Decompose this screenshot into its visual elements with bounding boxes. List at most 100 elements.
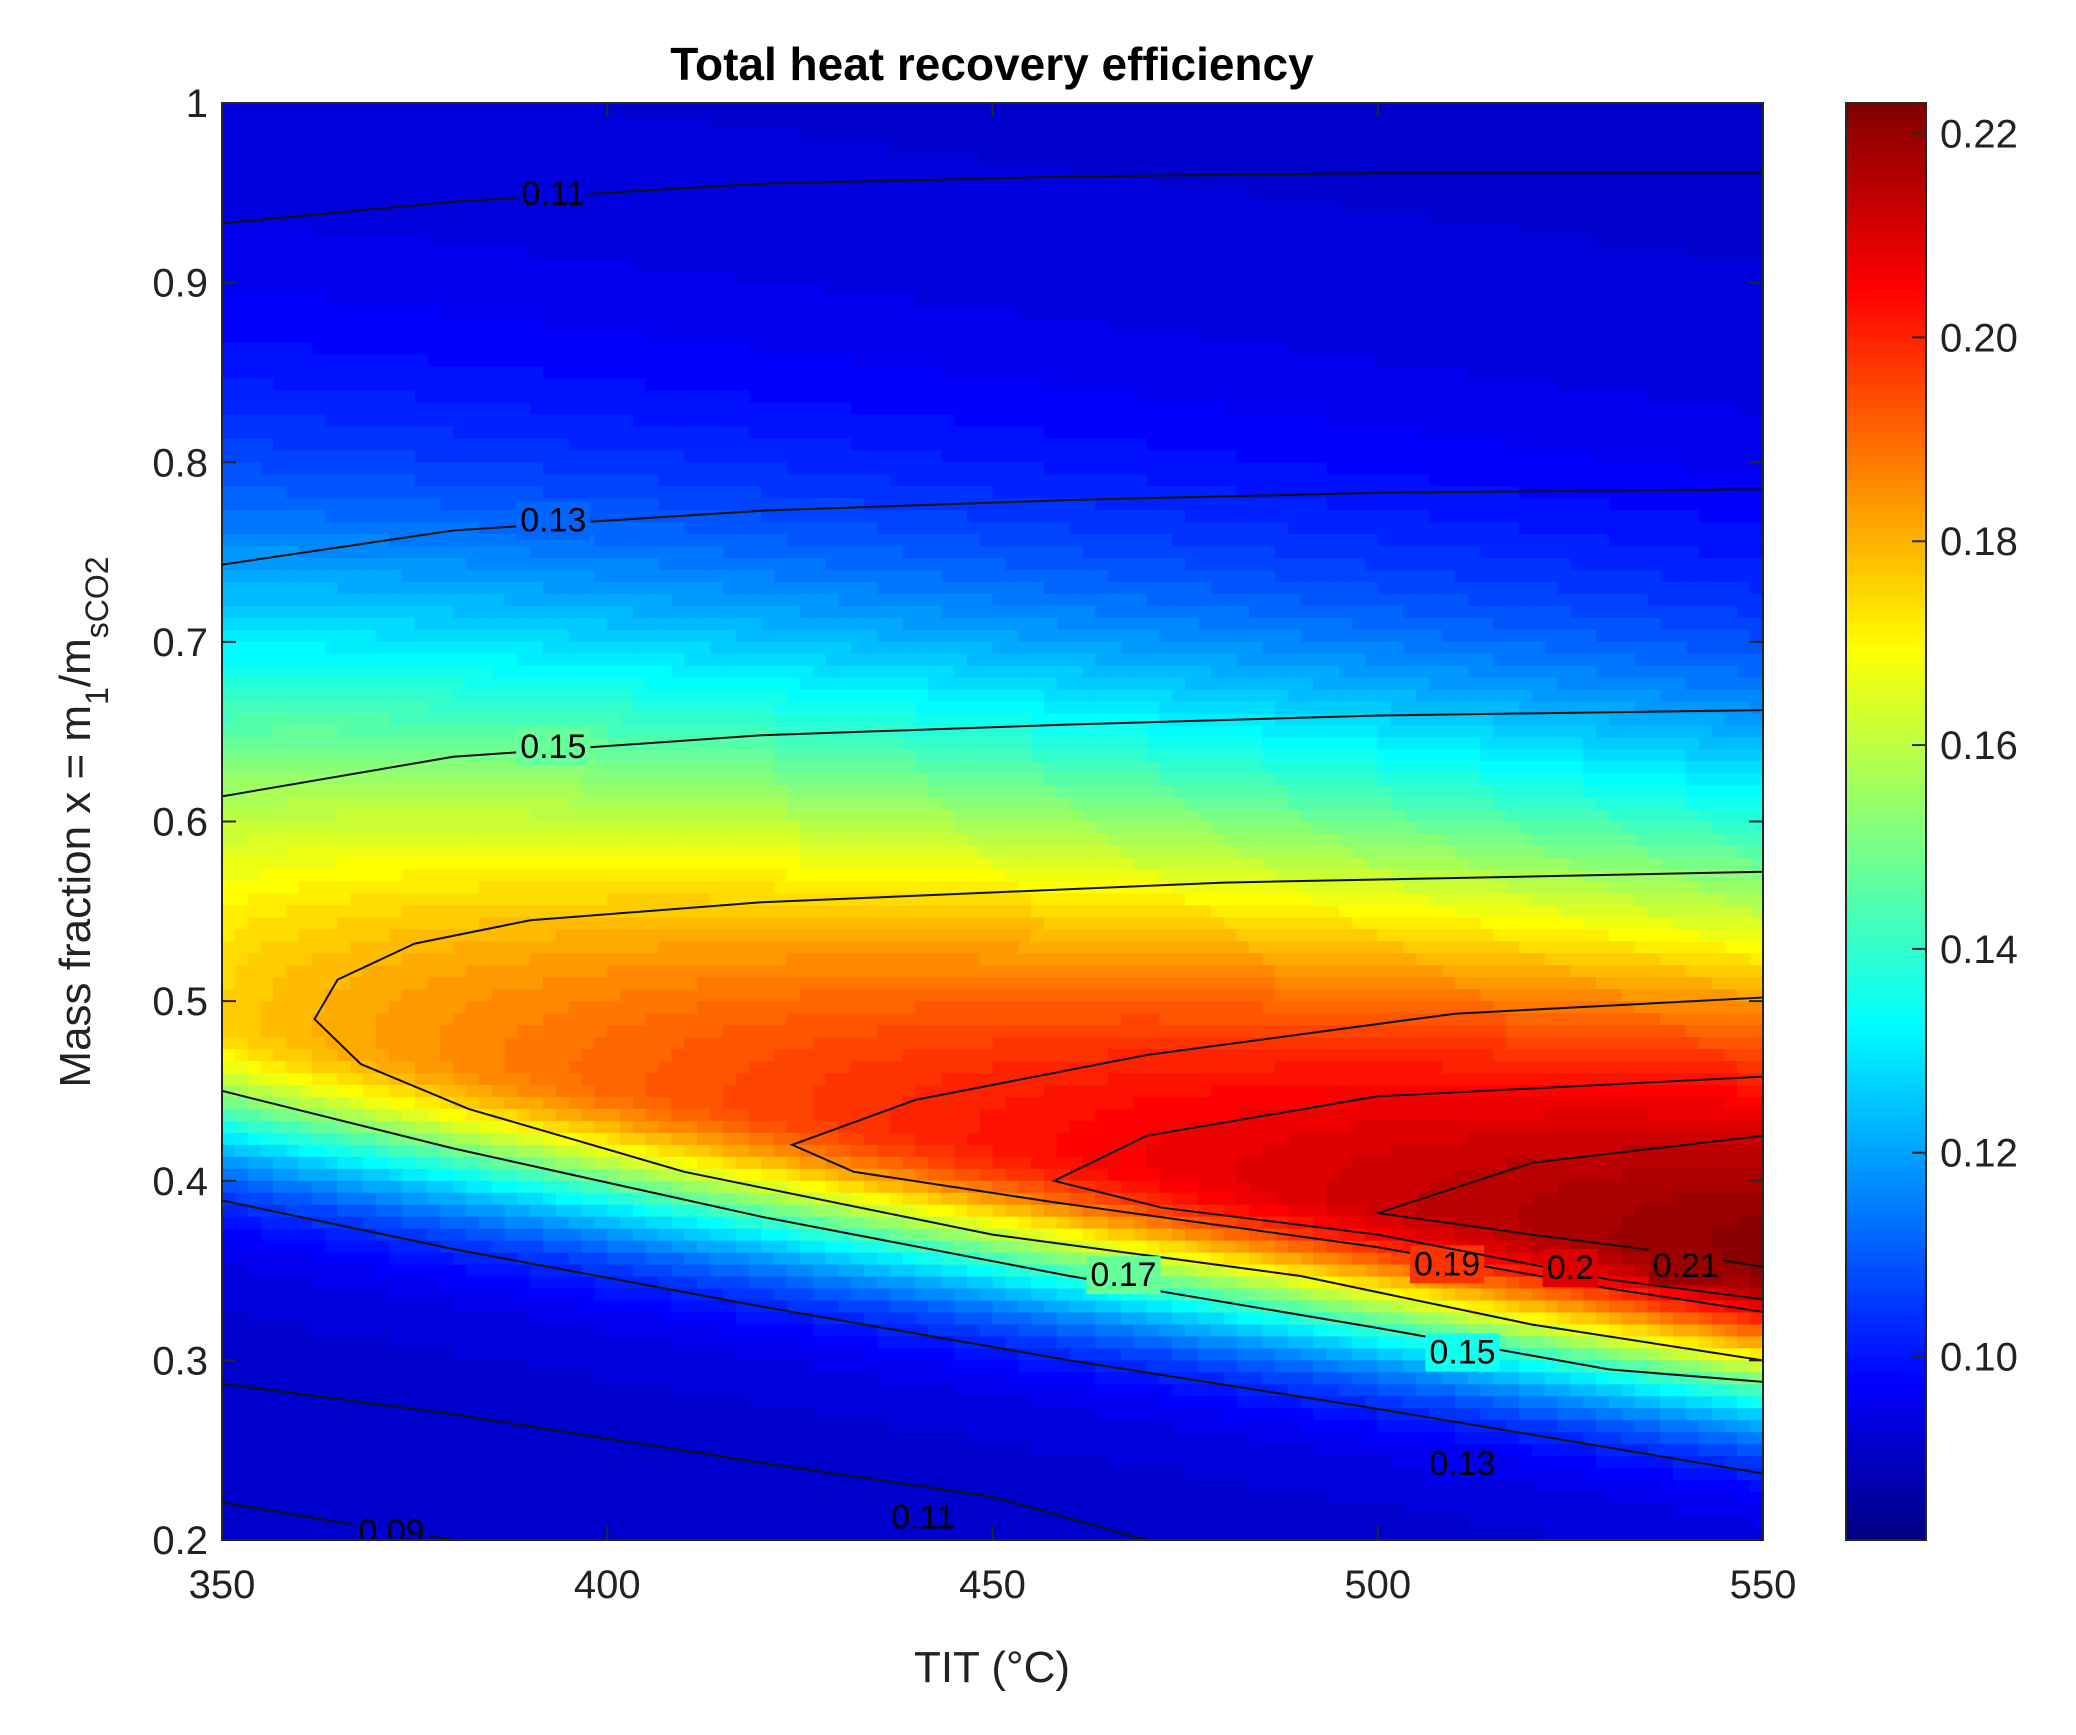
heatmap-cell: [401, 1276, 416, 1290]
heatmap-cell: [671, 1204, 685, 1218]
heatmap-cell: [286, 138, 300, 152]
heatmap-cell: [632, 701, 647, 715]
heatmap-cell: [286, 605, 300, 619]
heatmap-cell: [324, 917, 339, 930]
heatmap-cell: [607, 486, 621, 499]
heatmap-cell: [709, 474, 724, 487]
heatmap-cell: [260, 1132, 274, 1146]
heatmap-cell: [658, 1252, 673, 1266]
heatmap-cell: [697, 258, 711, 272]
heatmap-cell: [697, 1336, 711, 1349]
heatmap-cell: [440, 282, 454, 296]
heatmap-cell: [517, 1096, 531, 1110]
heatmap-cell: [478, 989, 493, 1002]
heatmap-cell: [671, 1336, 685, 1349]
heatmap-cell: [299, 1132, 313, 1146]
heatmap-cell: [427, 593, 441, 607]
heatmap-cell: [620, 330, 634, 344]
heatmap-cell: [607, 1324, 621, 1338]
heatmap-cell: [645, 701, 660, 715]
heatmap-cell: [632, 641, 647, 655]
heatmap-cell: [658, 1372, 673, 1385]
heatmap-cell: [465, 1492, 480, 1505]
heatmap-cell: [645, 1420, 660, 1433]
heatmap-cell: [620, 785, 634, 799]
heatmap-cell: [440, 366, 454, 380]
heatmap-cell: [517, 426, 531, 439]
heatmap-cell: [684, 1336, 698, 1349]
heatmap-cell: [581, 366, 596, 380]
heatmap-cell: [453, 641, 467, 655]
heatmap-cell: [401, 1396, 416, 1409]
heatmap-cell: [453, 426, 467, 439]
heatmap-cell: [517, 629, 531, 643]
heatmap-cell: [504, 893, 518, 906]
heatmap-cell: [440, 785, 454, 799]
heatmap-cell: [645, 570, 660, 583]
heatmap-cell: [299, 582, 313, 595]
heatmap-cell: [260, 114, 274, 128]
heatmap-cell: [388, 1372, 403, 1385]
heatmap-cell: [376, 689, 390, 703]
heatmap-cell: [299, 1468, 313, 1481]
heatmap-cell: [645, 498, 660, 511]
heatmap-cell: [620, 1156, 634, 1170]
heatmap-cell: [632, 198, 647, 212]
heatmap-cell: [234, 438, 249, 451]
heatmap-cell: [517, 845, 531, 859]
heatmap-cell: [286, 821, 300, 835]
heatmap-cell: [735, 1276, 750, 1290]
heatmap-cell: [286, 402, 300, 415]
heatmap-cell: [388, 402, 403, 415]
heatmap-cell: [247, 797, 262, 811]
heatmap-cell: [478, 881, 493, 894]
heatmap-cell: [722, 1336, 737, 1349]
heatmap-cell: [465, 103, 480, 116]
heatmap-cell: [607, 701, 621, 715]
heatmap-cell: [273, 1276, 287, 1290]
heatmap-cell: [311, 1288, 326, 1302]
heatmap-cell: [722, 222, 737, 236]
heatmap-cell: [350, 1216, 364, 1230]
heatmap-cell: [658, 138, 673, 152]
heatmap-cell: [260, 1120, 274, 1134]
heatmap-cell: [581, 570, 596, 583]
heatmap-cell: [555, 977, 570, 990]
heatmap-cell: [555, 342, 570, 356]
heatmap-cell: [299, 1372, 313, 1385]
heatmap-cell: [517, 1432, 531, 1445]
heatmap-cell: [260, 354, 274, 368]
heatmap-cell: [299, 558, 313, 571]
heatmap-cell: [414, 522, 429, 535]
heatmap-cell: [363, 210, 377, 224]
heatmap-cell: [427, 282, 441, 296]
heatmap-cell: [748, 773, 762, 787]
heatmap-cell: [722, 1480, 737, 1493]
heatmap-cell: [543, 1168, 557, 1182]
heatmap-cell: [478, 1300, 493, 1314]
heatmap-cell: [543, 282, 557, 296]
heatmap-cell: [607, 1240, 621, 1254]
heatmap-cell: [324, 306, 339, 320]
heatmap-cell: [568, 1444, 583, 1457]
heatmap-cell: [311, 713, 326, 727]
heatmap-cell: [414, 486, 429, 499]
heatmap-cell: [350, 1372, 364, 1385]
heatmap-cell: [234, 941, 249, 954]
heatmap-cell: [658, 701, 673, 715]
heatmap-cell: [607, 785, 621, 799]
heatmap-cell: [504, 474, 518, 487]
heatmap-cell: [748, 258, 762, 272]
heatmap-cell: [697, 522, 711, 535]
heatmap-cell: [748, 977, 762, 990]
heatmap-cell: [697, 138, 711, 152]
heatmap-cell: [478, 605, 493, 619]
heatmap-cell: [337, 1384, 352, 1397]
heatmap-cell: [453, 210, 467, 224]
heatmap-cell: [632, 1420, 647, 1433]
heatmap-cell: [363, 1132, 377, 1146]
heatmap-cell: [440, 1264, 454, 1278]
heatmap-cell: [684, 558, 698, 571]
heatmap-cell: [658, 162, 673, 176]
heatmap-cell: [376, 605, 390, 619]
